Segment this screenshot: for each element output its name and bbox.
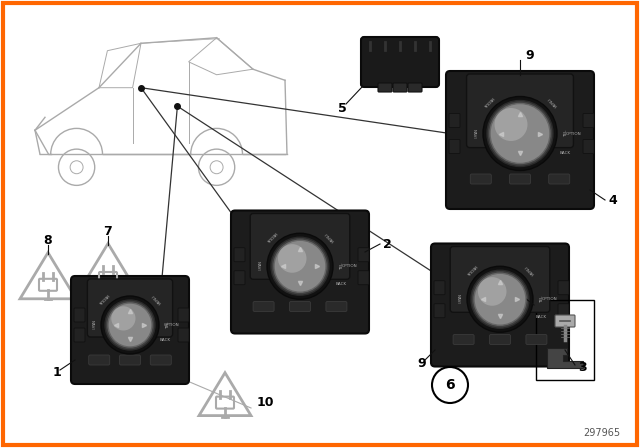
FancyBboxPatch shape bbox=[358, 271, 369, 285]
Text: OPTION: OPTION bbox=[541, 297, 557, 301]
Text: MENU: MENU bbox=[524, 264, 536, 275]
Circle shape bbox=[105, 300, 155, 350]
Text: MEDIA: MEDIA bbox=[481, 95, 493, 107]
Text: MEDIA: MEDIA bbox=[264, 230, 276, 243]
Text: 6: 6 bbox=[512, 285, 520, 298]
Text: OPTION: OPTION bbox=[342, 264, 357, 268]
Polygon shape bbox=[547, 348, 583, 368]
FancyBboxPatch shape bbox=[558, 281, 569, 295]
FancyBboxPatch shape bbox=[150, 355, 172, 365]
FancyBboxPatch shape bbox=[548, 174, 570, 184]
Text: NAVI: NAVI bbox=[90, 320, 94, 330]
Circle shape bbox=[267, 233, 333, 299]
Text: 2: 2 bbox=[383, 237, 392, 250]
Text: 7: 7 bbox=[104, 224, 113, 237]
Circle shape bbox=[108, 303, 152, 347]
Circle shape bbox=[490, 103, 550, 164]
FancyBboxPatch shape bbox=[470, 174, 492, 184]
FancyBboxPatch shape bbox=[408, 83, 422, 92]
Text: OPTION: OPTION bbox=[164, 323, 180, 327]
FancyBboxPatch shape bbox=[234, 271, 245, 285]
Circle shape bbox=[467, 266, 533, 332]
Text: NAVI: NAVI bbox=[472, 129, 476, 138]
FancyBboxPatch shape bbox=[558, 304, 569, 318]
Text: MENU: MENU bbox=[151, 293, 163, 304]
Text: BACK: BACK bbox=[536, 314, 547, 319]
Text: 9: 9 bbox=[525, 48, 534, 61]
FancyBboxPatch shape bbox=[178, 328, 189, 342]
FancyBboxPatch shape bbox=[490, 335, 511, 345]
Text: NAVI: NAVI bbox=[456, 294, 460, 304]
Text: NAVI: NAVI bbox=[256, 262, 260, 271]
Circle shape bbox=[483, 96, 557, 171]
FancyBboxPatch shape bbox=[89, 355, 109, 365]
FancyBboxPatch shape bbox=[178, 308, 189, 322]
FancyBboxPatch shape bbox=[583, 113, 594, 128]
Text: 6: 6 bbox=[445, 378, 455, 392]
Text: MENU: MENU bbox=[324, 231, 335, 242]
Circle shape bbox=[474, 273, 526, 325]
FancyBboxPatch shape bbox=[253, 302, 274, 311]
Text: TEL: TEL bbox=[564, 130, 568, 137]
Text: 297965: 297965 bbox=[583, 428, 620, 438]
Text: TEL: TEL bbox=[340, 263, 344, 270]
FancyBboxPatch shape bbox=[434, 304, 445, 318]
FancyBboxPatch shape bbox=[555, 315, 575, 327]
Text: 10: 10 bbox=[257, 396, 275, 409]
Text: 1: 1 bbox=[52, 366, 61, 379]
Circle shape bbox=[271, 237, 329, 295]
Text: BACK: BACK bbox=[159, 338, 171, 342]
FancyBboxPatch shape bbox=[449, 113, 460, 128]
FancyBboxPatch shape bbox=[431, 244, 569, 366]
Text: MENU: MENU bbox=[547, 95, 558, 107]
Circle shape bbox=[111, 306, 136, 331]
Text: BACK: BACK bbox=[559, 151, 570, 155]
FancyBboxPatch shape bbox=[120, 355, 141, 365]
FancyBboxPatch shape bbox=[234, 248, 245, 262]
FancyBboxPatch shape bbox=[361, 37, 439, 87]
Text: MEDIA: MEDIA bbox=[97, 292, 109, 304]
Circle shape bbox=[278, 244, 307, 273]
Text: 4: 4 bbox=[608, 194, 617, 207]
Text: TEL: TEL bbox=[540, 296, 544, 303]
Text: MEDIA: MEDIA bbox=[464, 263, 476, 276]
FancyBboxPatch shape bbox=[74, 308, 85, 322]
Circle shape bbox=[495, 108, 527, 141]
FancyBboxPatch shape bbox=[583, 139, 594, 154]
Circle shape bbox=[274, 240, 326, 292]
FancyBboxPatch shape bbox=[434, 281, 445, 295]
Circle shape bbox=[487, 100, 553, 167]
Text: 3: 3 bbox=[578, 361, 587, 374]
Text: BACK: BACK bbox=[336, 281, 347, 285]
FancyBboxPatch shape bbox=[71, 276, 189, 384]
FancyBboxPatch shape bbox=[509, 174, 531, 184]
FancyBboxPatch shape bbox=[289, 302, 310, 311]
Text: OPTION: OPTION bbox=[565, 132, 581, 135]
FancyBboxPatch shape bbox=[467, 74, 573, 147]
FancyBboxPatch shape bbox=[453, 335, 474, 345]
FancyBboxPatch shape bbox=[526, 335, 547, 345]
FancyBboxPatch shape bbox=[74, 328, 85, 342]
FancyBboxPatch shape bbox=[231, 211, 369, 333]
Text: TEL: TEL bbox=[166, 321, 170, 329]
FancyBboxPatch shape bbox=[250, 214, 350, 279]
Circle shape bbox=[478, 277, 506, 306]
FancyBboxPatch shape bbox=[393, 83, 407, 92]
FancyBboxPatch shape bbox=[450, 246, 550, 312]
FancyBboxPatch shape bbox=[88, 279, 173, 337]
FancyBboxPatch shape bbox=[446, 71, 594, 209]
FancyBboxPatch shape bbox=[378, 83, 392, 92]
FancyBboxPatch shape bbox=[449, 139, 460, 154]
Text: 8: 8 bbox=[44, 233, 52, 246]
Circle shape bbox=[101, 296, 159, 354]
Text: 9: 9 bbox=[418, 357, 426, 370]
Circle shape bbox=[471, 270, 529, 328]
FancyBboxPatch shape bbox=[358, 248, 369, 262]
Text: 5: 5 bbox=[338, 102, 346, 115]
FancyBboxPatch shape bbox=[326, 302, 347, 311]
